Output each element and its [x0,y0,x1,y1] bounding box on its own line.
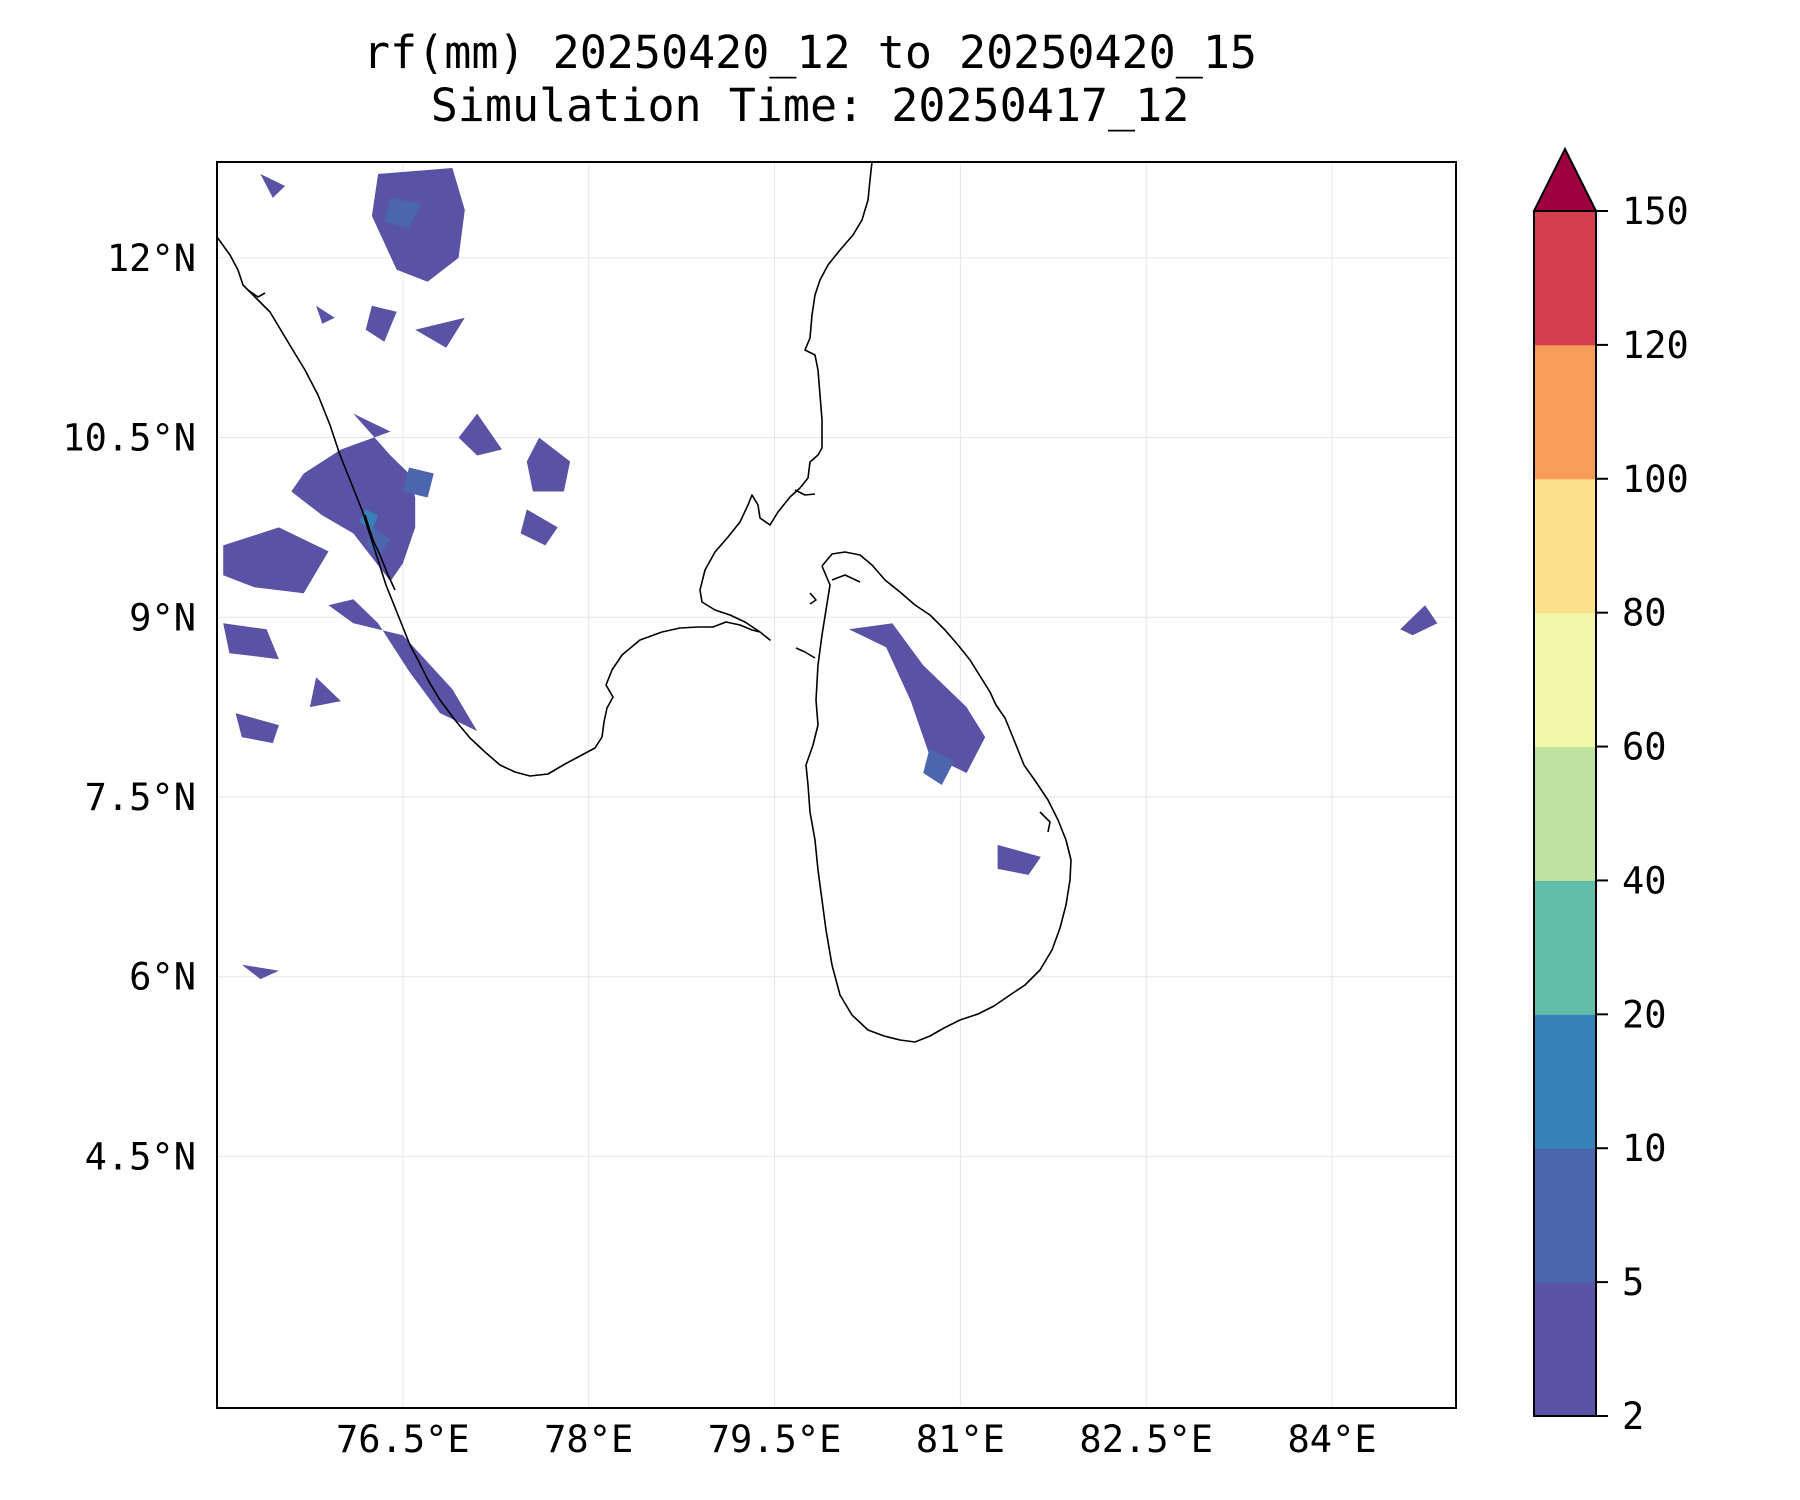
chart-subtitle: Simulation Time: 20250417_12 [430,79,1190,132]
colorbar-segment [1534,612,1596,748]
rainfall-patch [923,749,955,785]
colorbar-segment [1534,746,1596,881]
sri-lanka-coast-detail-2 [831,574,861,583]
rainfall-patch [384,197,422,228]
rainfall-patch [526,437,571,492]
rainfall-patch [848,623,986,773]
india-coastline [217,162,873,777]
gridlines [217,162,1456,1408]
rainfall-patch [241,964,279,980]
rainfall-patch [402,467,434,498]
rainfall-patch [365,305,397,342]
rainfall-patch [458,413,502,456]
map-background [217,162,1456,1408]
rainfall-patch [371,168,465,282]
colorbar: 2 5 10 20 40 60 80 100 120 150 [1532,146,1689,1438]
colorbar-tick-label: 40 [1622,859,1667,902]
lat-tick-label: 12°N [107,237,196,280]
lon-tick-label: 84°E [1288,1418,1377,1461]
rainfall-patch [997,844,1041,875]
colorbar-tick-label: 80 [1622,592,1667,635]
latitude-ticks: 12°N 10.5°N 9°N 7.5°N 6°N 4.5°N [62,237,196,1179]
colorbar-segment [1534,880,1596,1015]
chart-title: rf(mm) 20250420_12 to 20250420_15 [362,26,1258,79]
lon-tick-label: 81°E [916,1418,1005,1461]
sri-lanka-coastline [805,551,1072,1043]
rainfall-patch [309,677,341,708]
colorbar-tick-label: 60 [1622,726,1667,769]
colorbar-tick-label: 150 [1622,190,1689,233]
map-frame [216,161,1457,1409]
colorbar-tick-label: 5 [1622,1261,1644,1304]
lat-tick-label: 10.5°N [62,417,196,460]
india-coast-detail-2 [364,514,396,591]
rainfall-patch [520,509,558,546]
lat-tick-label: 6°N [129,956,196,999]
sri-lanka-coast-detail-1 [809,592,817,605]
rainfall-patch [1400,605,1438,636]
colorbar-segment [1534,1014,1596,1149]
colorbar-tick-label: 10 [1622,1127,1667,1170]
colorbar-tick-label: 2 [1622,1395,1644,1438]
colorbar-frame [1533,210,1597,1417]
colorbar-segment [1534,1282,1596,1417]
longitude-ticks: 76.5°E 78°E 79.5°E 81°E 82.5°E 84°E [336,1418,1377,1461]
sri-lanka-coast-detail-3 [795,647,816,659]
rainfall-patch [316,305,335,324]
coastline-layer [217,162,1072,1043]
lat-tick-label: 4.5°N [85,1135,196,1178]
colorbar-extend-arrow [1532,146,1598,212]
colorbar-segment [1534,478,1596,614]
lat-tick-label: 9°N [129,596,196,639]
lon-tick-label: 82.5°E [1079,1418,1213,1461]
rainfall-patch [328,599,478,732]
colorbar-segment [1534,211,1596,346]
lat-tick-label: 7.5°N [85,776,196,819]
lon-tick-label: 78°E [544,1418,633,1461]
india-coast-detail-3 [794,489,816,496]
rainfall-patch [223,623,279,660]
lon-tick-label: 79.5°E [708,1418,842,1461]
colorbar-tick-label: 120 [1622,324,1689,367]
rainfall-patch [415,317,465,348]
rainfall-patch [223,527,329,594]
rainfall-patch [235,713,279,744]
rainfall-patch [260,174,286,198]
rainfall-layer [223,168,1438,980]
india-coast-detail-1 [247,289,266,298]
colorbar-tick-label: 100 [1622,458,1689,501]
sri-lanka-coast-detail-4 [1039,811,1051,833]
colorbar-segment [1534,1148,1596,1283]
colorbar-tick-label: 20 [1622,993,1667,1036]
colorbar-segment [1534,344,1596,480]
lon-tick-label: 76.5°E [336,1418,470,1461]
